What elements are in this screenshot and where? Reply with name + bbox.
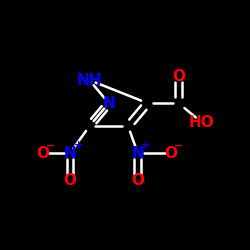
Text: O: O bbox=[36, 146, 50, 161]
Text: O: O bbox=[164, 146, 177, 161]
Text: O: O bbox=[64, 173, 76, 188]
Text: O: O bbox=[131, 173, 144, 188]
Text: HO: HO bbox=[189, 115, 214, 130]
Text: N: N bbox=[102, 96, 115, 111]
Text: N: N bbox=[64, 146, 76, 161]
Text: NH: NH bbox=[76, 72, 102, 88]
Text: −: − bbox=[46, 140, 55, 150]
Text: N: N bbox=[132, 146, 144, 161]
Text: O: O bbox=[172, 69, 185, 84]
Text: +: + bbox=[74, 140, 83, 150]
Text: +: + bbox=[141, 140, 150, 150]
Text: −: − bbox=[174, 140, 183, 150]
